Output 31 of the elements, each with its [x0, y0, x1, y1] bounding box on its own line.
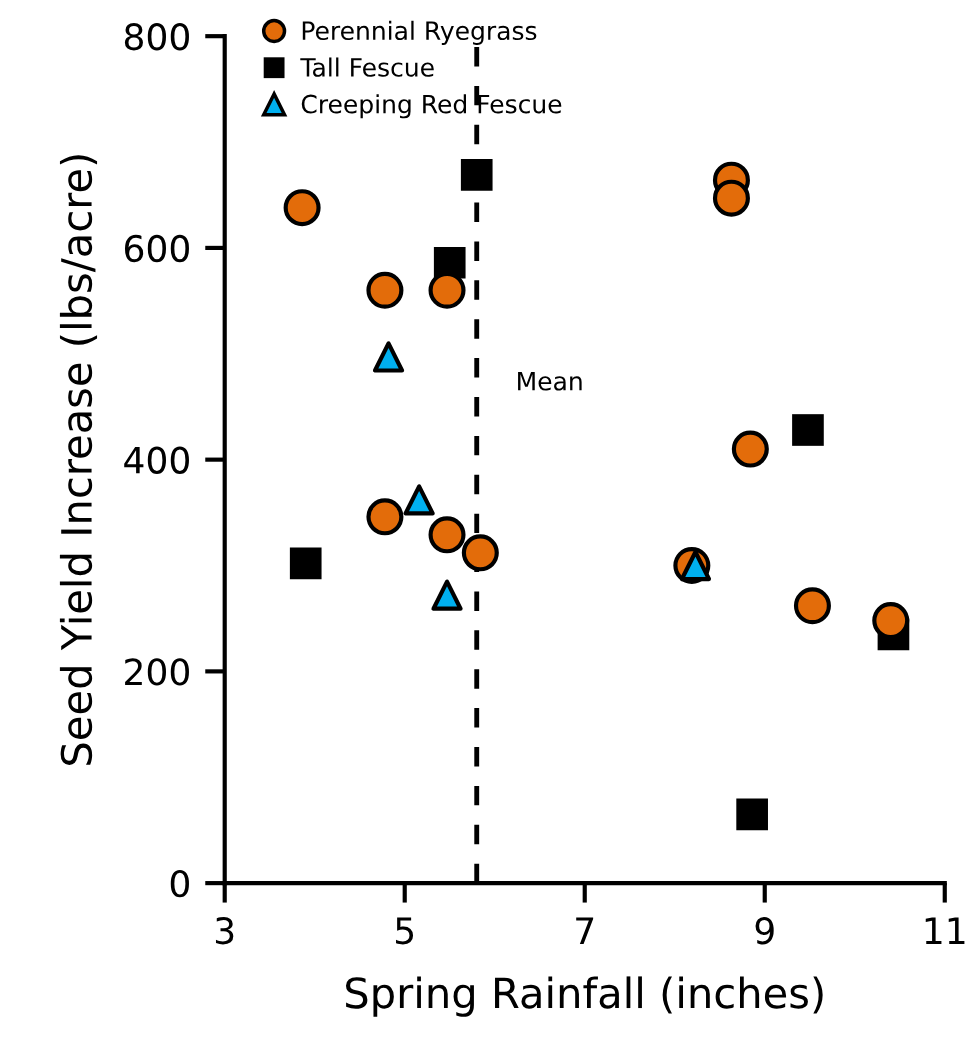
point	[428, 516, 466, 554]
point	[366, 498, 404, 536]
y-tick-label: 600	[124, 234, 189, 263]
y-axis-title: Seed Yield Increase (lbs/acre)	[59, 155, 98, 765]
y-tick-label: 200	[125, 658, 189, 686]
point	[372, 341, 405, 373]
legend-label: Creeping Red Fescue	[301, 94, 562, 119]
legend-label: Tall Fescue	[300, 57, 434, 77]
point	[793, 587, 831, 625]
point	[431, 579, 463, 611]
x-tick-label: 3	[215, 917, 234, 945]
x-axis-title: Spring Rainfall (inches)	[345, 976, 823, 1017]
point	[712, 179, 750, 217]
ref-line-label: Mean	[518, 371, 582, 391]
x-tick-label: 7	[576, 917, 594, 944]
x-tick-label: 11	[925, 917, 965, 944]
point	[461, 534, 499, 572]
point	[460, 159, 493, 191]
legend-label: Perennial Ryegrass	[302, 20, 537, 45]
point	[403, 484, 435, 516]
y-tick-label: 0	[170, 870, 189, 898]
point	[289, 547, 322, 580]
point	[792, 414, 824, 446]
x-tick-label: 9	[755, 917, 774, 945]
x-tick-label: 5	[396, 917, 414, 945]
point	[736, 798, 768, 831]
point	[283, 189, 321, 227]
y-tick-label: 800	[124, 23, 189, 51]
point	[731, 430, 769, 468]
point	[366, 271, 404, 309]
y-tick-label: 400	[124, 446, 189, 474]
